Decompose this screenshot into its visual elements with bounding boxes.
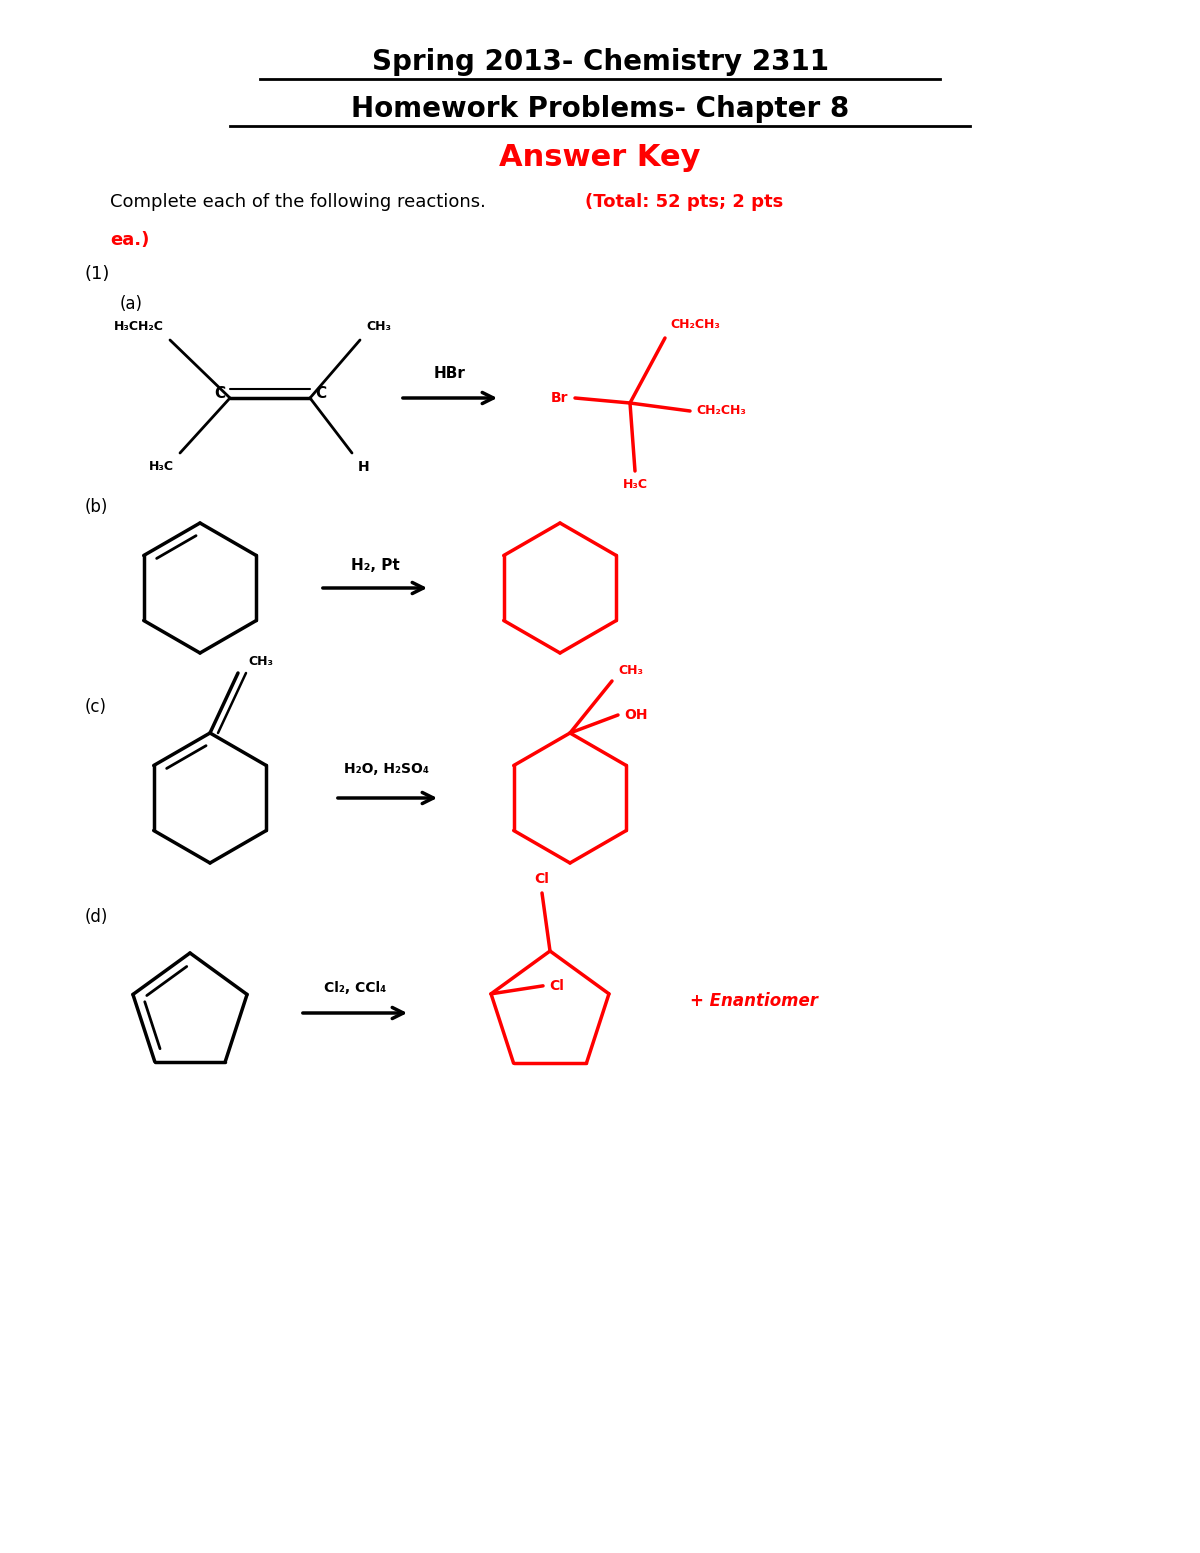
Text: CH₂CH₃: CH₂CH₃ bbox=[696, 404, 746, 418]
Text: CH₃: CH₃ bbox=[248, 655, 274, 668]
Text: C: C bbox=[314, 387, 326, 402]
Text: Spring 2013- Chemistry 2311: Spring 2013- Chemistry 2311 bbox=[372, 48, 828, 76]
Text: + Enantiomer: + Enantiomer bbox=[690, 992, 818, 1009]
Text: C: C bbox=[214, 387, 226, 402]
Text: CH₃: CH₃ bbox=[366, 320, 391, 332]
Text: H₃C: H₃C bbox=[149, 460, 174, 474]
Text: (c): (c) bbox=[85, 697, 107, 716]
Text: Cl: Cl bbox=[550, 978, 564, 992]
Text: Br: Br bbox=[551, 391, 568, 405]
Text: H₂, Pt: H₂, Pt bbox=[350, 558, 400, 573]
Text: Cl: Cl bbox=[534, 871, 550, 887]
Text: (1): (1) bbox=[85, 266, 110, 283]
Text: H₃CH₂C: H₃CH₂C bbox=[114, 320, 164, 332]
Text: (Total: 52 pts; 2 pts: (Total: 52 pts; 2 pts bbox=[586, 193, 784, 211]
Text: H₃C: H₃C bbox=[623, 478, 648, 491]
Text: CH₂CH₃: CH₂CH₃ bbox=[670, 318, 720, 331]
Text: Complete each of the following reactions.: Complete each of the following reactions… bbox=[110, 193, 486, 211]
Text: H: H bbox=[358, 460, 370, 474]
Text: OH: OH bbox=[624, 708, 648, 722]
Text: Answer Key: Answer Key bbox=[499, 143, 701, 172]
Text: (d): (d) bbox=[85, 909, 108, 926]
Text: ea.): ea.) bbox=[110, 231, 149, 248]
Text: HBr: HBr bbox=[434, 367, 466, 380]
Text: (a): (a) bbox=[120, 295, 143, 314]
Text: Cl₂, CCl₄: Cl₂, CCl₄ bbox=[324, 981, 386, 995]
Text: CH₃: CH₃ bbox=[618, 665, 643, 677]
Text: H₂O, H₂SO₄: H₂O, H₂SO₄ bbox=[344, 763, 430, 776]
Text: Homework Problems- Chapter 8: Homework Problems- Chapter 8 bbox=[350, 95, 850, 123]
Text: (b): (b) bbox=[85, 499, 108, 516]
